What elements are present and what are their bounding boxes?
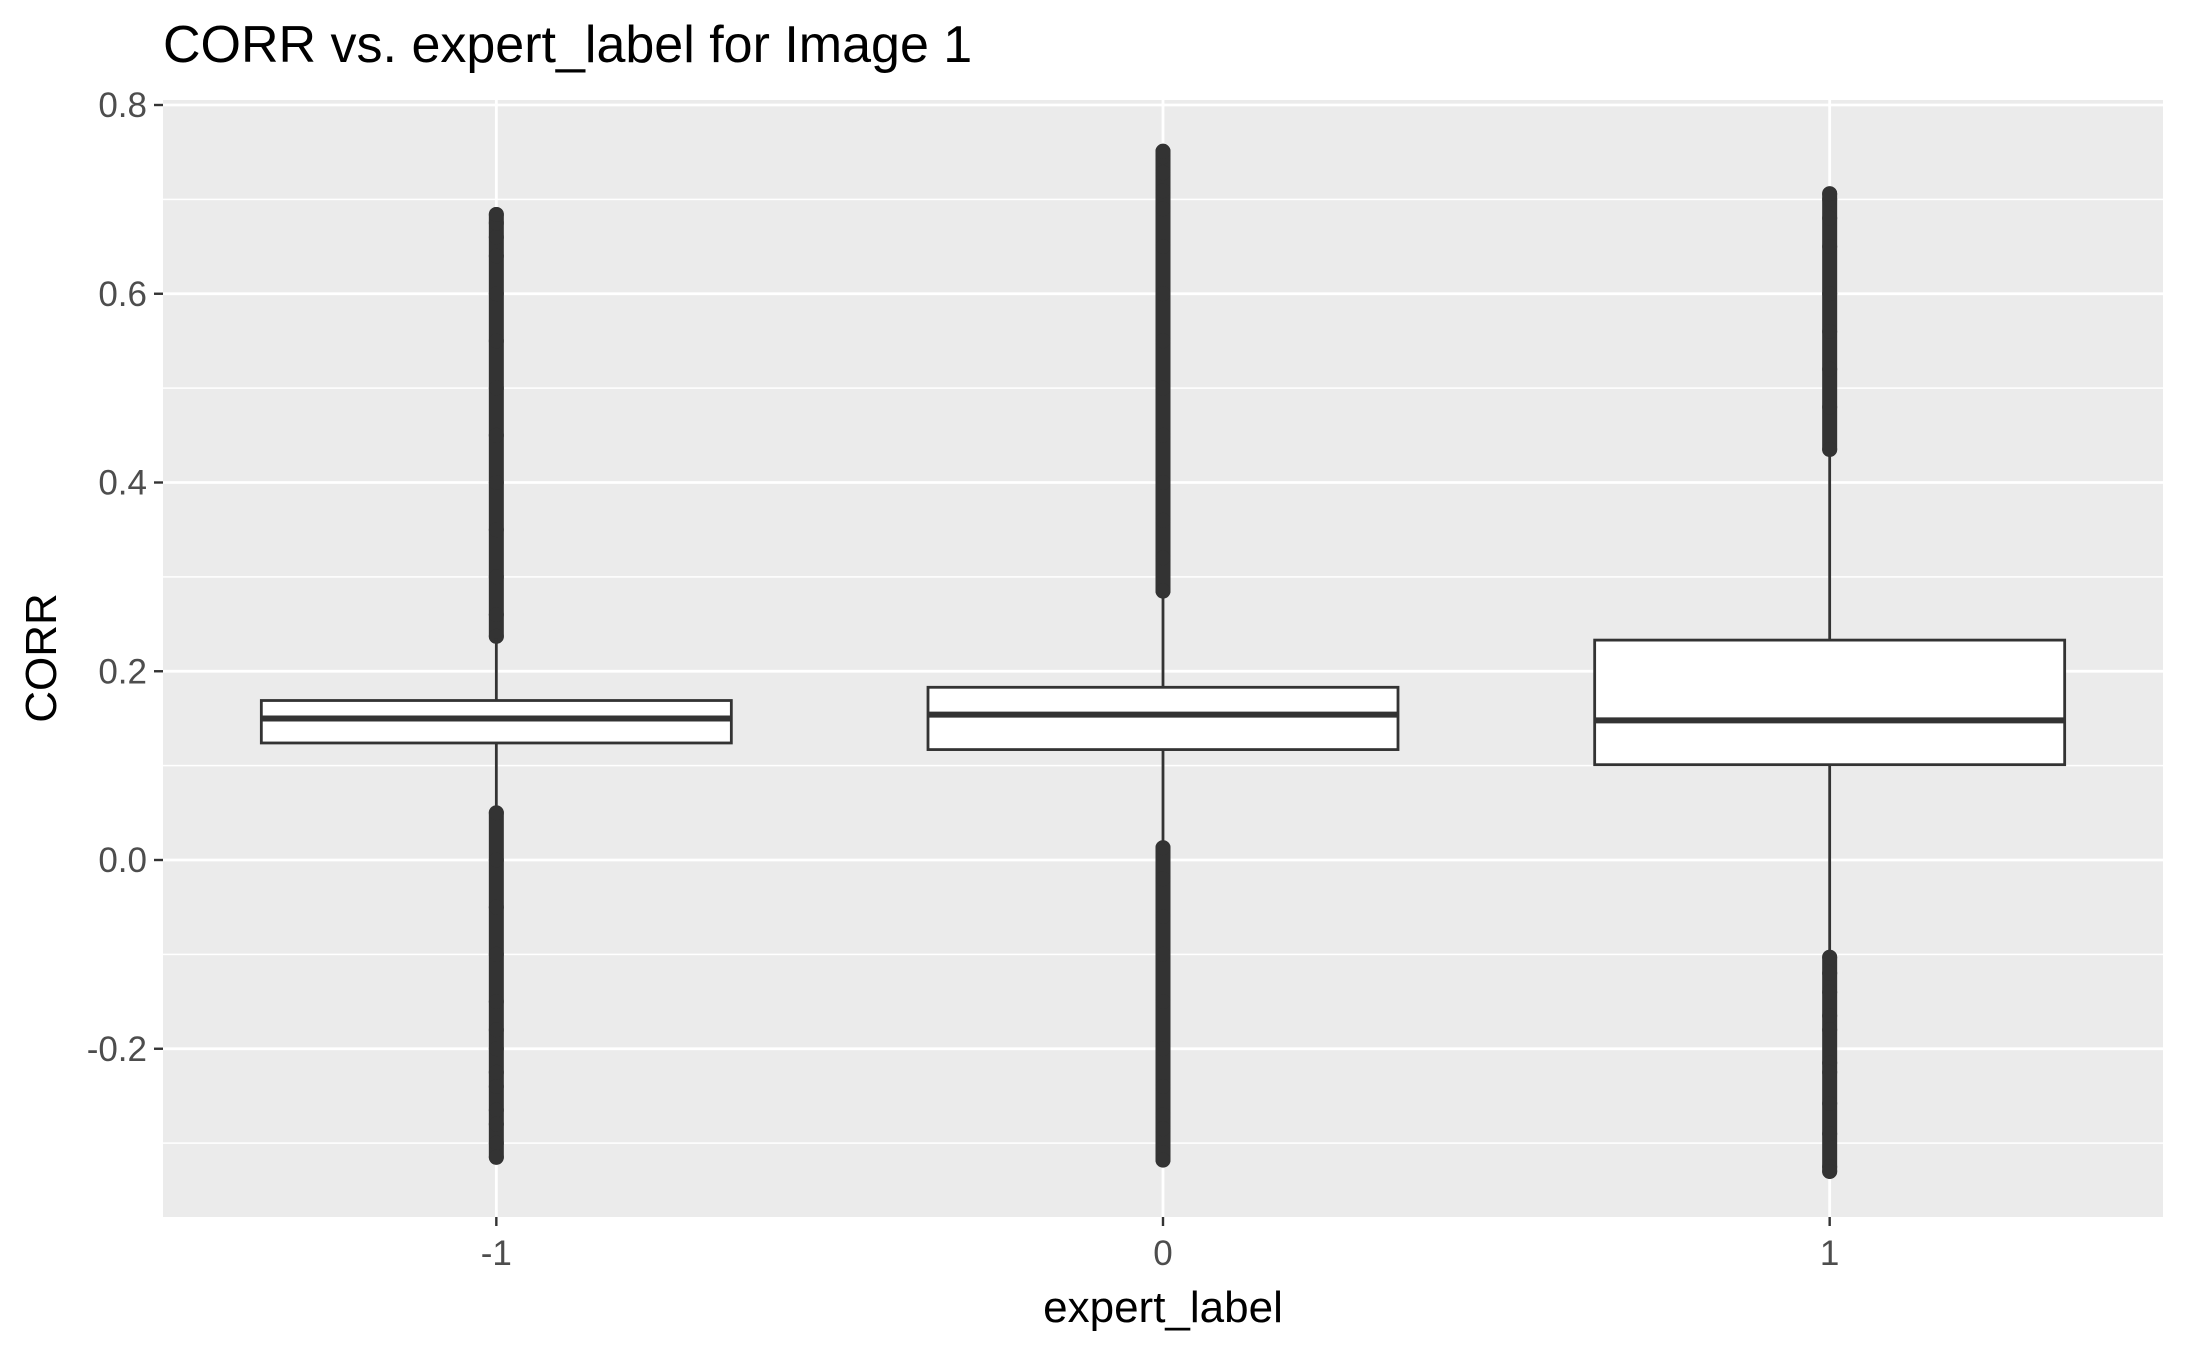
box-iqr [259,699,733,745]
outlier-point [488,1041,504,1057]
outlier-point [1822,1095,1838,1111]
outlier-point [488,994,504,1010]
box-group--1 [259,206,733,1165]
x-tick-label: 0 [1153,1234,1172,1273]
outlier-point [1822,1163,1838,1179]
outlier-point [1155,380,1171,396]
outlier-point [1822,1022,1838,1038]
outlier-point [1822,441,1838,457]
outlier-point [488,286,504,302]
outlier-point [488,1022,504,1038]
outlier-point [1822,361,1838,377]
outlier-point [1822,1008,1838,1024]
x-tick-label: -1 [481,1234,512,1273]
outlier-point [1822,324,1838,339]
outlier-point [1155,1107,1171,1123]
outlier-point [1155,1121,1171,1137]
axes: -0.2 0.0 0.2 0.4 0.6 0.8 -1 0 1 [87,86,1840,1273]
outlier-point [488,475,504,490]
y-tick-label: -0.2 [87,1030,147,1069]
outlier-point [1822,239,1838,255]
outlier-point [1822,1064,1838,1080]
outlier-point [1155,239,1171,255]
y-tick-label: 0.8 [98,86,147,125]
y-axis-title: CORR [17,593,66,723]
boxes [259,143,2067,1179]
outlier-point [1155,1152,1171,1168]
outlier-point [1155,201,1171,217]
outlier-point [1822,286,1838,302]
outlier-point [1822,949,1838,965]
outlier-point [488,1149,504,1165]
outlier-point [1822,186,1838,202]
box-group-0 [926,143,1400,1168]
outlier-point [488,628,504,644]
outlier-point [1155,909,1171,925]
outlier-point [1155,286,1171,302]
y-tick-label: 0.2 [98,652,147,691]
chart-title: CORR vs. expert_label for Image 1 [163,16,972,74]
outlier-point [1155,143,1171,159]
outlier-point [1822,399,1838,415]
outlier-point [488,899,504,915]
outlier-point [488,229,504,245]
outlier-point [488,805,504,821]
y-tick-label: 0.0 [98,841,147,880]
outlier-point [1155,165,1171,181]
outlier-point [488,333,504,349]
y-tick-label: 0.4 [98,464,147,503]
outlier-point [1155,427,1171,443]
outlier-point [488,380,504,396]
outlier-point [1822,1126,1838,1142]
outlier-point [488,522,504,538]
outlier-point [488,248,504,264]
outlier-point [488,1135,504,1151]
outlier-point [1822,984,1838,1000]
outlier-point [488,1116,504,1132]
outlier-point [1155,512,1171,528]
box-iqr [1593,638,2067,767]
outlier-point [488,1102,504,1118]
outlier-point [1155,183,1171,199]
outlier-point [1155,1079,1171,1094]
outlier-point [488,1064,504,1080]
outlier-point [1155,871,1171,887]
outlier-point [1155,475,1171,490]
outlier-point [1155,550,1171,566]
outlier-point [1822,965,1838,981]
outlier-point [1822,210,1838,226]
outlier-point [488,206,504,222]
outlier-point [1155,946,1171,962]
outlier-point [488,427,504,443]
y-tick-label: 0.6 [98,275,147,314]
outlier-point [488,1079,504,1094]
x-axis-title: expert_label [1043,1283,1283,1332]
outlier-point [1155,840,1171,856]
outlier-point [488,607,504,623]
outlier-point [488,946,504,962]
outlier-point [1155,333,1171,349]
box-group-1 [1593,186,2067,1179]
outlier-point [1155,1041,1171,1057]
outlier-point [1155,583,1171,599]
box-iqr [926,685,1400,751]
outlier-point [1155,994,1171,1010]
outlier-point [488,852,504,868]
x-tick-label: 1 [1820,1234,1839,1273]
outlier-point [488,569,504,585]
